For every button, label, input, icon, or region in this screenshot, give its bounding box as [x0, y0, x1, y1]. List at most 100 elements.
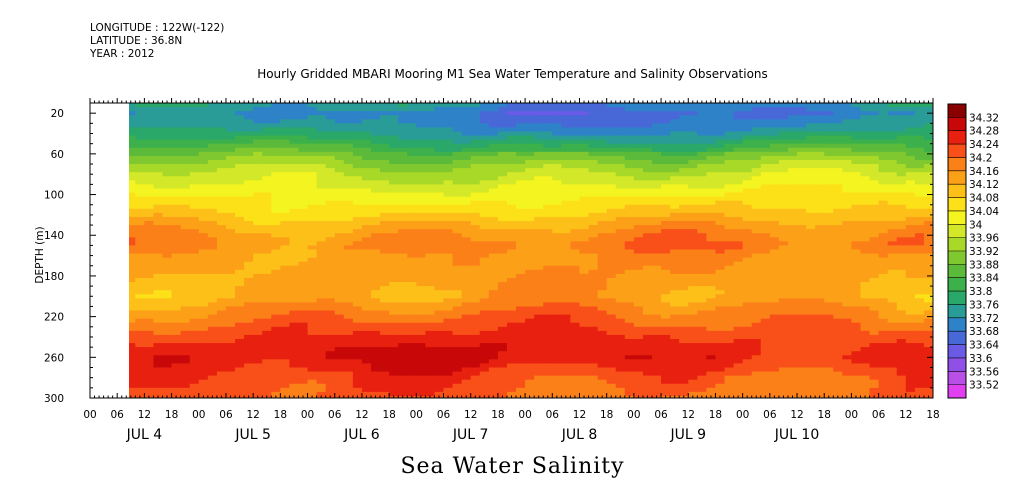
heatmap-cell — [516, 212, 526, 218]
heatmap-cell — [579, 298, 590, 303]
heatmap-cell — [688, 253, 698, 259]
heatmap-cell — [497, 306, 508, 312]
heatmap-cell — [407, 241, 417, 247]
heatmap-cell — [706, 359, 717, 365]
heatmap-cell — [597, 204, 608, 210]
heatmap-cell — [443, 286, 454, 291]
heatmap-cell — [479, 123, 490, 129]
heatmap-cell — [325, 322, 336, 328]
heatmap-cell — [380, 318, 390, 324]
heatmap-cell — [552, 391, 562, 397]
heatmap-cell — [543, 269, 553, 275]
heatmap-cell — [661, 184, 671, 190]
heatmap-cell — [380, 176, 390, 181]
heatmap-cell — [525, 155, 535, 161]
heatmap-cell — [352, 391, 363, 397]
heatmap-cell — [171, 119, 182, 124]
heatmap-cell — [407, 196, 417, 202]
heatmap-cell — [180, 343, 191, 348]
heatmap-cell — [443, 379, 454, 385]
heatmap-cell — [434, 294, 445, 299]
heatmap-cell — [425, 147, 436, 153]
heatmap-cell — [207, 249, 218, 255]
heatmap-cell — [588, 212, 599, 218]
heatmap-cell — [461, 245, 472, 251]
heatmap-cell — [706, 103, 717, 108]
heatmap-cell — [180, 200, 191, 206]
heatmap-cell — [352, 119, 363, 124]
heatmap-cell — [452, 318, 463, 324]
heatmap-cell — [570, 212, 581, 218]
heatmap-cell — [561, 302, 572, 308]
heatmap-cell — [470, 131, 481, 137]
heatmap-cell — [642, 273, 653, 279]
heatmap-cell — [706, 115, 717, 120]
heatmap-cell — [452, 257, 463, 263]
heatmap-cell — [280, 379, 291, 385]
heatmap-cell — [688, 241, 698, 247]
heatmap-cell — [135, 314, 145, 320]
heatmap-cell — [688, 151, 698, 157]
heatmap-cell — [280, 127, 291, 133]
heatmap-cell — [271, 135, 281, 141]
heatmap-cell — [570, 233, 581, 238]
heatmap-cell — [262, 212, 272, 218]
heatmap-cell — [235, 249, 245, 255]
heatmap-cell — [461, 359, 472, 365]
heatmap-cell — [316, 204, 327, 210]
heatmap-cell — [715, 294, 726, 299]
heatmap-cell — [235, 135, 245, 141]
heatmap-cell — [307, 241, 318, 247]
heatmap-cell — [670, 123, 680, 129]
heatmap-cell — [352, 334, 363, 340]
heatmap-cell — [135, 249, 145, 255]
heatmap-cell — [289, 322, 300, 328]
heatmap-cell — [235, 233, 245, 238]
heatmap-cell — [715, 184, 726, 190]
heatmap-cell — [280, 286, 291, 291]
heatmap-cell — [561, 343, 572, 348]
heatmap-cell — [561, 135, 572, 141]
heatmap-cell — [262, 363, 272, 369]
heatmap-cell — [144, 261, 155, 267]
heatmap-cell — [425, 277, 436, 283]
heatmap-cell — [398, 111, 408, 116]
heatmap-cell — [706, 265, 717, 271]
heatmap-cell — [516, 111, 526, 116]
heatmap-cell — [615, 135, 626, 141]
heatmap-cell — [615, 359, 626, 365]
heatmap-cell — [280, 391, 291, 397]
heatmap-cell — [570, 371, 581, 377]
heatmap-cell — [398, 391, 408, 397]
heatmap-cell — [606, 151, 617, 157]
heatmap-cell — [207, 143, 218, 149]
heatmap-cell — [642, 103, 653, 108]
heatmap-cell — [552, 111, 562, 116]
heatmap-cell — [561, 391, 572, 397]
heatmap-cell — [479, 229, 490, 234]
heatmap-cell — [361, 135, 372, 141]
heatmap-cell — [552, 322, 562, 328]
heatmap-cell — [398, 241, 408, 247]
heatmap-cell — [706, 343, 717, 348]
heatmap-cell — [153, 180, 164, 185]
heatmap-cell — [162, 188, 173, 194]
heatmap-cell — [506, 282, 517, 287]
heatmap-cell — [129, 115, 136, 120]
heatmap-cell — [715, 164, 726, 169]
heatmap-cell — [688, 168, 698, 173]
heatmap-cell — [733, 115, 744, 120]
heatmap-cell — [307, 135, 318, 141]
heatmap-cell — [371, 371, 381, 377]
heatmap-cell — [516, 245, 526, 251]
heatmap-cell — [697, 147, 707, 153]
heatmap-cell — [416, 172, 426, 177]
heatmap-cell — [525, 135, 535, 141]
heatmap-cell — [334, 343, 345, 348]
heatmap-cell — [615, 212, 626, 218]
heatmap-cell — [443, 164, 454, 169]
heatmap-cell — [298, 265, 309, 271]
heatmap-cell — [661, 273, 671, 279]
heatmap-cell — [479, 359, 490, 365]
heatmap-cell — [216, 192, 227, 198]
